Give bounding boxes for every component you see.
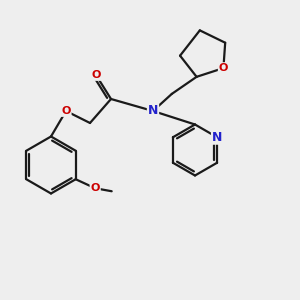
Text: N: N <box>148 104 158 118</box>
Text: O: O <box>219 63 228 73</box>
Text: O: O <box>61 106 71 116</box>
Text: O: O <box>91 70 101 80</box>
Text: N: N <box>212 131 222 144</box>
Text: O: O <box>91 183 100 193</box>
